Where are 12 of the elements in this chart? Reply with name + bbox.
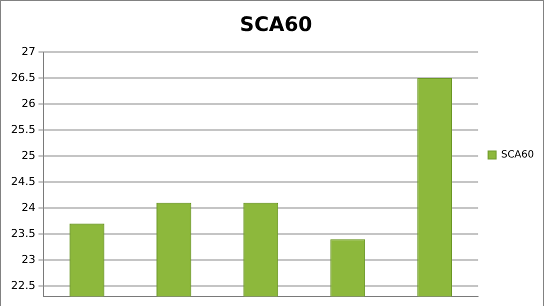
y-tick-label: 24.5	[10, 174, 36, 188]
y-tick-label: 24	[21, 200, 36, 214]
y-tick-label: 23.5	[10, 226, 36, 240]
y-tick-label: 26.5	[10, 70, 36, 84]
y-tick-label: 25.5	[10, 122, 36, 136]
y-tick-label: 26	[21, 96, 36, 110]
y-tick-label: 27	[21, 44, 36, 58]
y-tick-label: 25	[21, 148, 36, 162]
legend-label: SCA60	[501, 150, 534, 161]
y-tick-label: 23	[21, 252, 36, 266]
chart-title: SCA60	[240, 12, 312, 36]
y-tick-label: 22.5	[10, 278, 36, 292]
